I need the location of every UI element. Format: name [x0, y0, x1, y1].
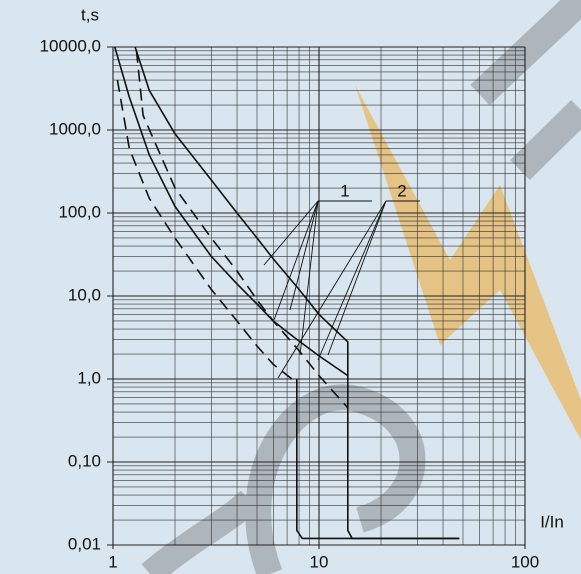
y-tick-label: 1000,0 — [49, 119, 101, 138]
y-tick-label: 1,0 — [77, 368, 101, 387]
curve — [116, 79, 298, 384]
curve — [114, 46, 349, 377]
y-tick-label: 10,0 — [68, 285, 101, 304]
y-axis-label: t,s — [81, 5, 99, 24]
y-tick-label: 0,01 — [68, 534, 101, 553]
curve — [134, 46, 460, 540]
y-tick-label: 10000,0 — [40, 36, 101, 55]
y-tick-label: 0,10 — [68, 451, 101, 470]
x-axis-label: I/In — [540, 512, 564, 531]
x-tick-label: 10 — [310, 552, 329, 571]
annotation: 2 — [397, 181, 406, 200]
grid — [107, 46, 526, 549]
curve — [296, 379, 460, 540]
curve — [135, 50, 349, 409]
x-tick-label: 1 — [108, 552, 117, 571]
leaders — [263, 200, 420, 379]
background-decoration — [141, 0, 581, 574]
annotation: 1 — [340, 181, 349, 200]
x-tick-label: 100 — [511, 552, 539, 571]
plot — [114, 46, 460, 540]
y-tick-label: 100,0 — [58, 202, 101, 221]
